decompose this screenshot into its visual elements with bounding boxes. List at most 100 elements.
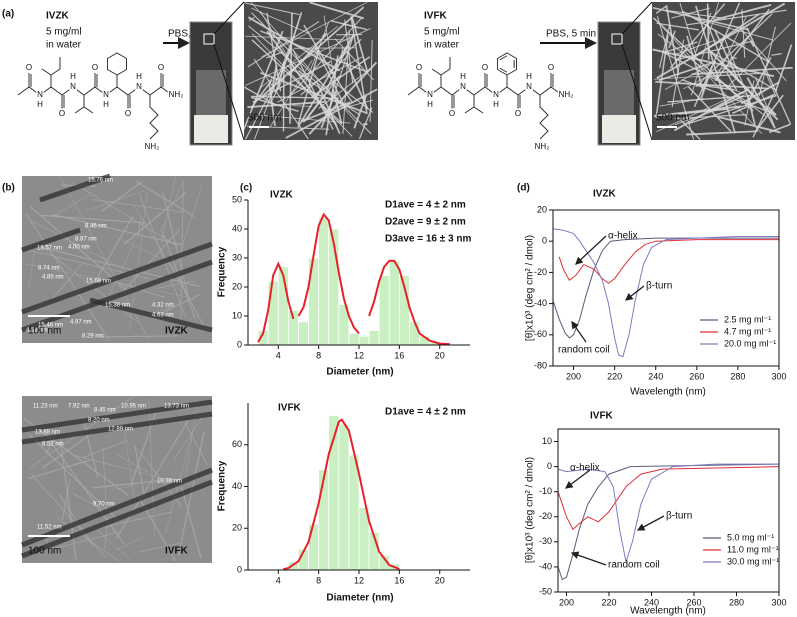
zoom-line [213, 43, 245, 141]
y-tick-label: -20 [534, 267, 547, 277]
y-tick-label: 20 [232, 523, 242, 533]
chart-title: IVZK [270, 190, 294, 201]
y-tick-label: -40 [534, 298, 547, 308]
fibre [136, 181, 196, 218]
annotation: α-helix [608, 231, 638, 242]
atom-label: H [136, 72, 142, 81]
fibre [741, 9, 746, 58]
x-tick-label: 240 [648, 371, 663, 381]
fibre [768, 123, 791, 134]
x-tick-label: 20 [435, 350, 445, 360]
fibre [45, 435, 125, 545]
fibre [314, 47, 346, 107]
fibre [706, 3, 710, 60]
fibre [128, 189, 148, 331]
measurement: 4.63 nm [152, 313, 174, 319]
fibre [292, 105, 312, 107]
fibre [185, 400, 198, 479]
zoom-line [213, 1, 245, 35]
fibre [177, 430, 205, 556]
fit-curve [283, 418, 400, 571]
x-tick-label: 20 [435, 575, 445, 585]
atom-label: N [460, 82, 466, 91]
measurement: 15.46 nm [38, 323, 63, 329]
vial-zoom-box [611, 33, 623, 45]
measurement: 10.38 nm [157, 479, 182, 485]
fibre [316, 82, 341, 135]
fibre [671, 7, 710, 19]
fibre [754, 77, 775, 127]
fibre [706, 23, 727, 70]
fibre [110, 485, 135, 491]
fibre [52, 213, 182, 246]
fibre-bundle [21, 411, 213, 445]
fibre [118, 282, 165, 298]
fibre [27, 459, 90, 480]
legend-label: 11.0 mg ml⁻¹ [727, 544, 779, 554]
y-axis-label: Frequency [217, 246, 228, 297]
ring [106, 52, 128, 76]
scale-bar-label: 100 nm [28, 326, 61, 337]
side-chain [149, 95, 159, 140]
vial-gel [196, 70, 226, 115]
fibre [652, 48, 775, 78]
fibre [92, 199, 184, 213]
y-tick-label: 10 [542, 436, 552, 446]
fibre [82, 416, 99, 480]
measurement: 4.97 nm [70, 320, 92, 326]
side-chain [431, 68, 442, 87]
fibre [168, 261, 205, 328]
bar [378, 274, 390, 346]
y-axis-label: [θ]x10³ (deg cm² / dmol) [525, 235, 536, 341]
bar [318, 469, 330, 571]
fibre [56, 531, 120, 549]
x-tick-label: 8 [316, 350, 321, 360]
fibre [695, 5, 736, 134]
fibre [83, 440, 129, 458]
fibre [321, 32, 327, 38]
fibre-bundle [21, 227, 81, 253]
atom-label: O [416, 63, 422, 72]
y-tick-label: -30 [539, 536, 552, 546]
fit-curve [257, 212, 450, 346]
fibre [750, 40, 755, 48]
legend-label: 30.0 mg ml⁻¹ [727, 556, 779, 566]
measurement: 11.23 nm [33, 404, 58, 410]
cd-line [557, 463, 780, 581]
legend-label: 20.0 mg ml⁻¹ [724, 338, 776, 348]
fibre [101, 181, 143, 212]
fibre [181, 486, 202, 560]
fibre [665, 5, 680, 76]
measurement: 15.38 nm [105, 303, 130, 309]
bar [298, 321, 309, 346]
cd-line [552, 228, 779, 358]
x-tick-label: 220 [601, 597, 616, 607]
fibre [247, 21, 320, 68]
measurement: 4.85 nm [42, 275, 64, 281]
y-tick-label: -50 [539, 586, 552, 596]
atom-label: O [26, 63, 32, 72]
fibre [156, 280, 195, 289]
measurement: 10.95 nm [121, 404, 146, 410]
legend-label: 2.5 mg ml⁻¹ [724, 314, 771, 324]
annotation: D1ave = 4 ± 2 nm [385, 407, 466, 418]
annotation: α-helix [570, 463, 600, 474]
fibre [115, 419, 190, 540]
fibre-bundle [21, 241, 213, 315]
y-tick-label: 0 [542, 236, 547, 246]
annotation: random coil [558, 345, 610, 356]
y-tick-label: -40 [539, 561, 552, 571]
atom-label: N [70, 82, 76, 91]
atom-label: O [548, 63, 554, 72]
bar [338, 423, 350, 571]
atom-label: O [482, 63, 488, 72]
vial-gel [604, 70, 634, 115]
fibre [259, 25, 339, 89]
fibre [54, 194, 90, 216]
fibre [358, 107, 373, 140]
fibre [720, 62, 763, 106]
plot-frame [557, 428, 780, 593]
bar [409, 321, 420, 346]
measurement: 4.32 nm [152, 303, 174, 309]
atom-label: N [37, 90, 43, 99]
